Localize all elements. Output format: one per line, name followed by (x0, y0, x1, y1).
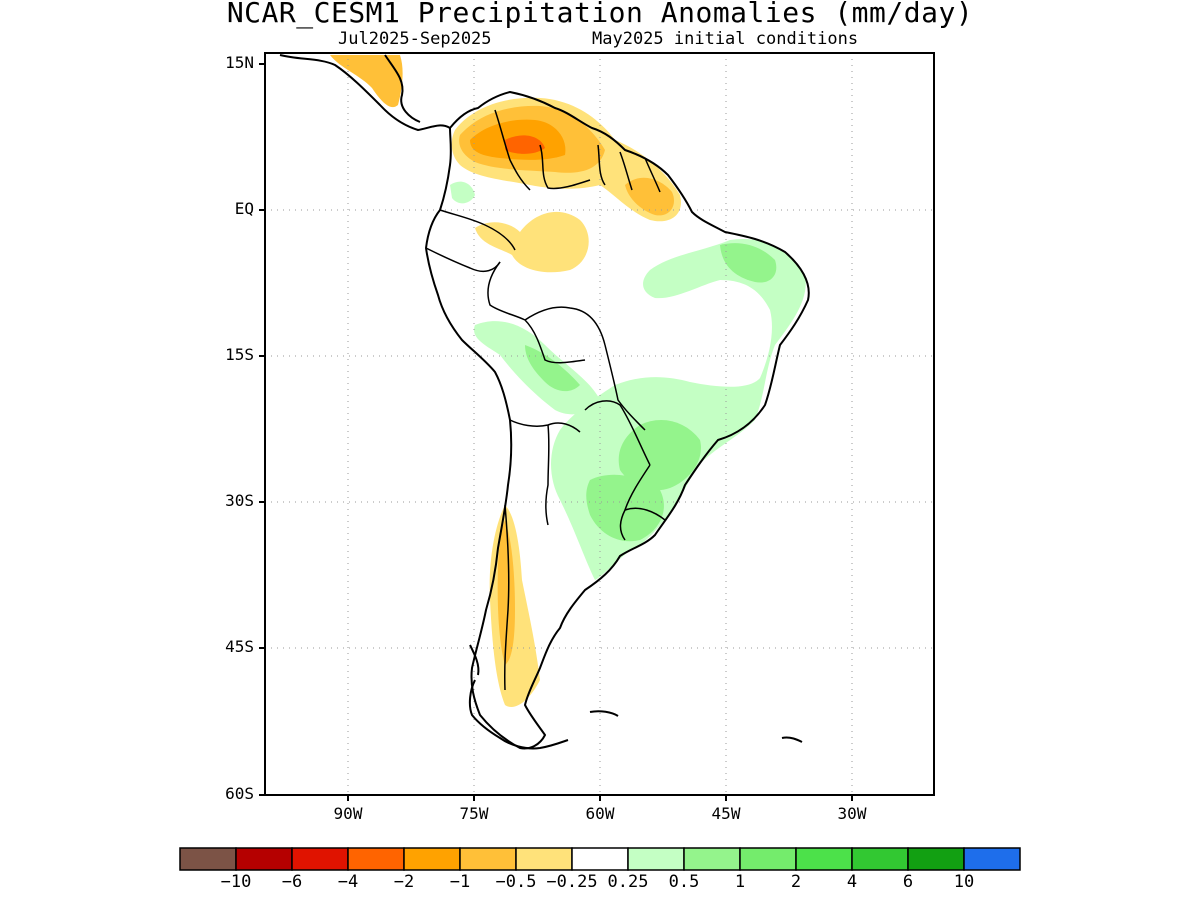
colorbar-label-2: −4 (337, 872, 359, 892)
colorbar-label-5: −0.5 (495, 872, 537, 892)
colorbar-label-4: −1 (449, 872, 471, 892)
colorbar-label-11: 4 (846, 872, 858, 892)
colorbar-swatch-3 (347, 847, 405, 871)
wet-anomaly-bolivia-core (525, 345, 580, 392)
colorbar-label-13: 10 (953, 872, 975, 892)
lon-label-75w: 75W (459, 804, 489, 823)
lat-label-15s: 15S (225, 345, 254, 364)
colorbar-swatch-10 (739, 847, 797, 871)
lat-label-45s: 45S (225, 637, 254, 656)
gridlines (265, 53, 934, 795)
colorbar-label-6: −0.25 (546, 872, 598, 892)
dry-anomaly-central-america (330, 55, 403, 108)
colorbar-swatch-4 (403, 847, 461, 871)
colorbar-swatch-14 (963, 847, 1021, 871)
colorbar-swatch-5 (459, 847, 517, 871)
colorbar-swatch-8 (627, 847, 685, 871)
country-borders (425, 109, 666, 691)
colorbar-label-0: −10 (220, 872, 252, 892)
colorbar-swatch-1 (235, 847, 293, 871)
colorbar-label-7: 0.25 (607, 872, 649, 892)
initial-conditions: May2025 initial conditions (592, 29, 859, 49)
lon-label-60w: 60W (585, 804, 615, 823)
dry-anomaly-chile-core (497, 520, 515, 665)
lat-label-15n: 15N (225, 53, 254, 72)
dry-anomaly-guiana (625, 177, 675, 216)
colorbar-swatch-0 (179, 847, 237, 871)
colorbar-swatch-6 (515, 847, 573, 871)
colorbar-label-3: −2 (393, 872, 415, 892)
lat-label-30s: 30S (225, 491, 254, 510)
colorbar-swatch-9 (683, 847, 741, 871)
colorbar-label-1: −6 (281, 872, 303, 892)
colorbar-swatch-7 (571, 847, 629, 871)
chart-title: NCAR_CESM1 Precipitation Anomalies (mm/d… (226, 0, 974, 29)
dry-anomaly-west-amazon (475, 211, 589, 273)
wet-anomaly-northwest (450, 181, 475, 204)
lat-label-eq: EQ (234, 199, 254, 218)
colorbar (179, 847, 1021, 871)
colorbar-swatch-2 (291, 847, 349, 871)
colorbar-label-12: 6 (902, 872, 914, 892)
colorbar-label-10: 2 (790, 872, 802, 892)
colorbar-label-9: 1 (734, 872, 746, 892)
wet-anomaly-brazil-core (618, 420, 701, 491)
colorbar-swatch-11 (795, 847, 853, 871)
colorbar-swatch-13 (907, 847, 965, 871)
axis-ticks (259, 63, 853, 801)
forecast-period: Jul2025-Sep2025 (338, 29, 492, 49)
wet-anomaly-northeast (720, 243, 777, 283)
dry-anomaly-north-max (505, 135, 545, 154)
lon-label-30w: 30W (837, 804, 867, 823)
colorbar-swatch-12 (851, 847, 909, 871)
lon-label-90w: 90W (333, 804, 363, 823)
lon-label-45w: 45W (711, 804, 741, 823)
colorbar-label-8: 0.5 (668, 872, 700, 892)
lat-label-60s: 60S (225, 784, 254, 803)
coastlines (279, 54, 810, 750)
